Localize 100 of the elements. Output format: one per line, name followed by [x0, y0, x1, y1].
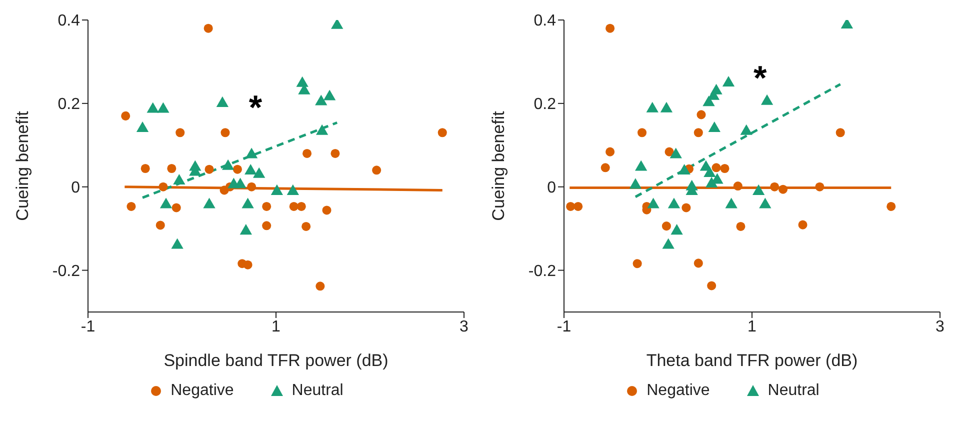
- point: [438, 128, 447, 138]
- point: [694, 128, 703, 138]
- point: [316, 124, 328, 135]
- point: [262, 221, 272, 230]
- y-tick-label: -0.2: [52, 262, 80, 280]
- annotation: *: [753, 59, 768, 98]
- point: [740, 124, 752, 135]
- point: [736, 222, 746, 231]
- point: [302, 222, 311, 231]
- legend-label: Negative: [646, 382, 710, 400]
- point: [146, 102, 159, 113]
- x-axis-title: Theta band TFR power (dB): [646, 351, 858, 370]
- point: [662, 222, 671, 231]
- point: [720, 164, 730, 174]
- point: [566, 202, 576, 211]
- point: [322, 206, 332, 215]
- point: [702, 96, 715, 106]
- point: [232, 164, 242, 174]
- point: [126, 202, 136, 211]
- point: [770, 182, 780, 192]
- point: [635, 160, 648, 171]
- point: [158, 182, 168, 192]
- point: [646, 102, 658, 112]
- point: [886, 202, 896, 211]
- point: [660, 102, 673, 112]
- point: [253, 167, 266, 178]
- x-tick-label: 1: [272, 318, 281, 336]
- point: [247, 182, 256, 192]
- point: [216, 96, 228, 107]
- point: [270, 184, 284, 195]
- point: [330, 148, 340, 158]
- point: [733, 182, 742, 191]
- y-axis-title: Cueing benefit: [13, 110, 32, 221]
- point: [222, 159, 234, 170]
- point: [160, 198, 172, 208]
- legend-label: Neutral: [768, 382, 820, 400]
- point: [798, 220, 808, 230]
- point: [172, 203, 181, 212]
- point: [678, 164, 690, 175]
- y-tick-label: 0: [71, 180, 80, 197]
- point: [245, 148, 258, 158]
- point: [244, 164, 257, 175]
- point: [670, 224, 683, 235]
- point: [696, 110, 706, 120]
- point: [629, 178, 642, 189]
- point: [302, 148, 312, 158]
- point: [662, 238, 674, 249]
- x-tick-label: 3: [936, 318, 945, 336]
- point: [296, 76, 308, 87]
- point: [316, 282, 325, 291]
- point: [638, 128, 647, 138]
- y-tick-label: 0.2: [58, 96, 80, 114]
- point: [171, 238, 184, 249]
- y-tick-label: 0.4: [534, 12, 556, 30]
- x-axis-title: Spindle band TFR power (dB): [164, 351, 388, 370]
- point: [704, 166, 716, 178]
- point: [372, 166, 382, 175]
- point: [176, 128, 185, 138]
- x-tick-label: -1: [80, 318, 96, 336]
- point: [722, 76, 735, 86]
- point: [836, 128, 845, 138]
- point: [778, 184, 788, 194]
- point: [670, 148, 682, 158]
- point: [668, 198, 680, 208]
- point: [725, 198, 738, 208]
- point: [136, 121, 149, 132]
- x-tick-label: 3: [460, 318, 469, 336]
- point: [706, 176, 718, 188]
- point: [694, 258, 703, 268]
- point: [156, 220, 165, 230]
- point: [240, 224, 252, 235]
- point: [243, 260, 252, 270]
- point: [296, 202, 306, 211]
- point: [647, 198, 660, 208]
- point: [682, 203, 691, 212]
- point: [289, 202, 298, 211]
- point: [606, 147, 615, 156]
- legend-label: Negative: [170, 382, 234, 400]
- point: [286, 184, 299, 195]
- y-tick-label: 0.2: [534, 96, 556, 114]
- point: [220, 128, 230, 138]
- point: [262, 202, 272, 211]
- point: [712, 163, 721, 172]
- y-tick-label: 0: [547, 180, 556, 197]
- point: [331, 20, 344, 29]
- point: [140, 164, 150, 174]
- point: [315, 94, 328, 106]
- point: [815, 182, 824, 192]
- y-tick-label: 0.4: [58, 12, 80, 30]
- point: [759, 198, 772, 208]
- point: [752, 184, 765, 195]
- annotation: *: [248, 89, 263, 127]
- point: [121, 111, 130, 120]
- point: [234, 178, 246, 188]
- point: [173, 174, 186, 185]
- x-tick-label: -1: [556, 318, 572, 336]
- y-axis-title: Cueing benefit: [489, 110, 508, 221]
- point: [242, 198, 254, 208]
- point: [574, 202, 583, 211]
- point: [324, 90, 336, 100]
